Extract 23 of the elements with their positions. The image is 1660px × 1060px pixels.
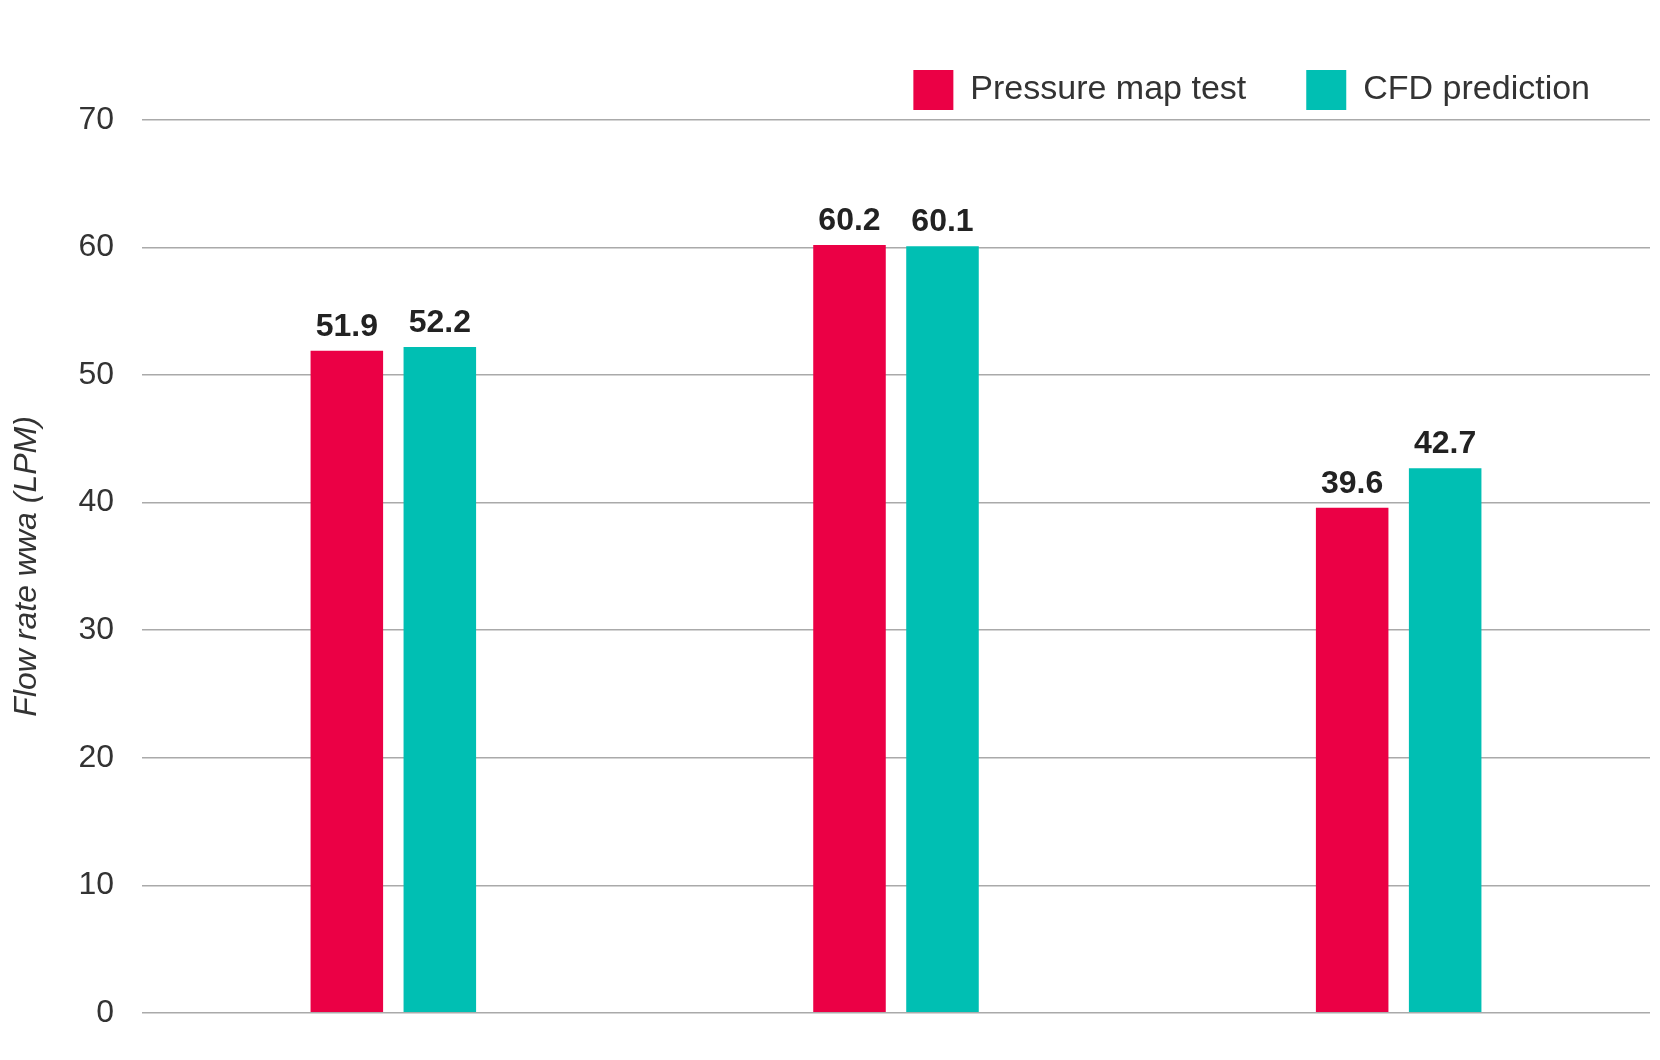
legend-label: Pressure map test	[970, 68, 1247, 107]
bar	[813, 244, 886, 1013]
data-label: 39.6	[1321, 463, 1384, 500]
y-tick-label: 50	[78, 354, 114, 391]
bar	[1315, 507, 1389, 1013]
y-tick-label: 60	[78, 227, 114, 264]
bar	[310, 350, 384, 1013]
y-tick-label: 30	[78, 610, 114, 646]
data-label: 51.9	[315, 306, 378, 343]
y-tick-label: 0	[96, 992, 114, 1029]
data-label: 60.1	[911, 202, 974, 239]
bar	[1408, 468, 1482, 1013]
y-tick-label: 70	[78, 99, 114, 136]
bar	[906, 246, 979, 1013]
y-tick-label: 40	[78, 482, 114, 519]
y-tick-label: 10	[78, 865, 114, 902]
data-label: 60.2	[818, 200, 881, 237]
y-axis-title: Flow rate wwa (LPM)	[7, 416, 44, 717]
bar	[403, 347, 477, 1013]
legend-label: CFD prediction	[1363, 68, 1591, 107]
y-tick-label: 20	[78, 737, 114, 774]
data-label: 52.2	[408, 302, 471, 339]
data-label: 42.7	[1414, 424, 1477, 461]
